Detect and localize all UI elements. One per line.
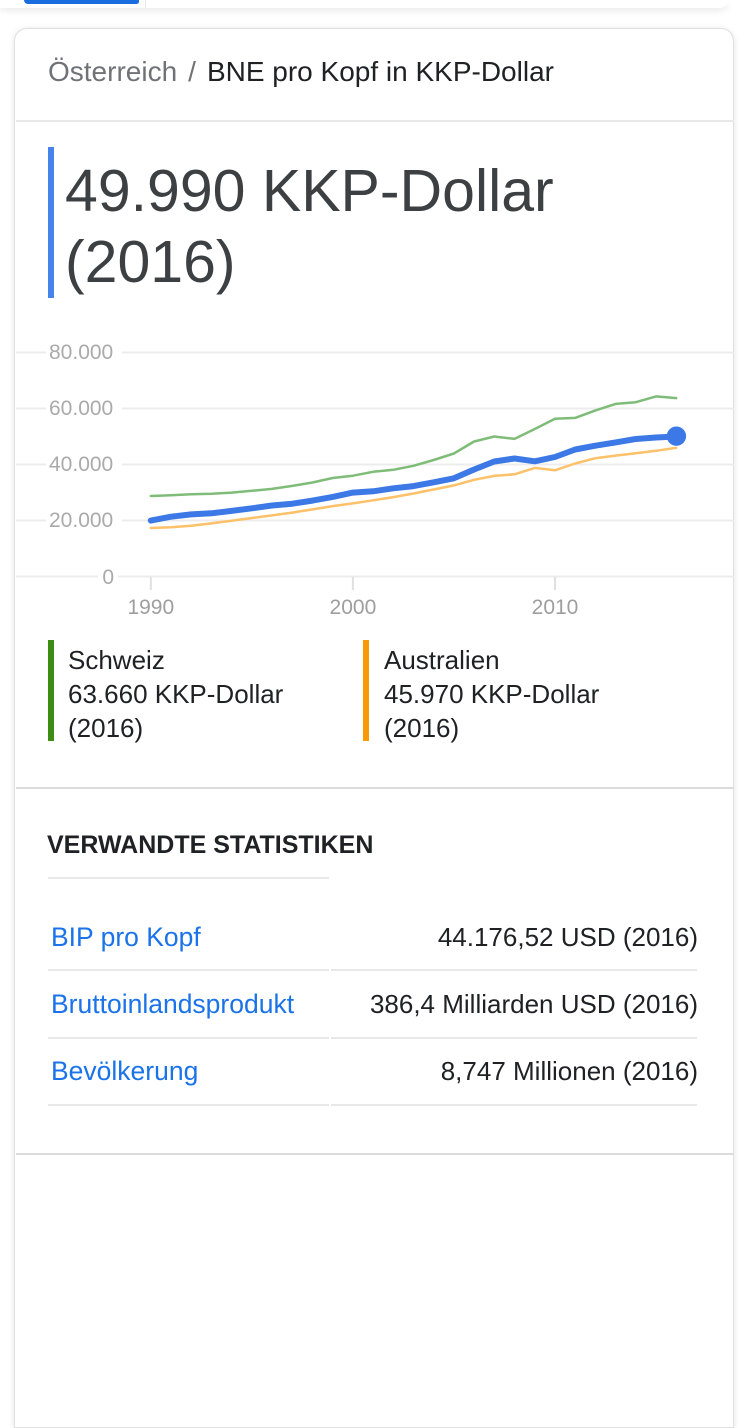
svg-text:40.000: 40.000	[49, 453, 113, 476]
svg-text:2000: 2000	[330, 596, 377, 619]
svg-text:0: 0	[102, 566, 114, 589]
svg-text:1990: 1990	[127, 596, 174, 619]
svg-text:20.000: 20.000	[49, 509, 113, 532]
svg-text:2010: 2010	[532, 596, 579, 619]
svg-text:80.000: 80.000	[49, 341, 113, 364]
svg-text:60.000: 60.000	[49, 397, 113, 420]
